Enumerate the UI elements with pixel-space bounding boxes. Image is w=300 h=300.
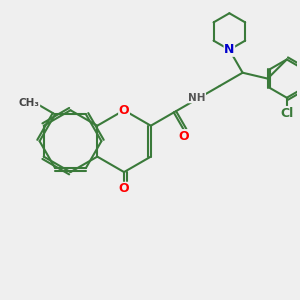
Text: Cl: Cl <box>280 106 293 119</box>
Text: N: N <box>224 43 235 56</box>
Text: O: O <box>119 104 129 117</box>
Text: CH₃: CH₃ <box>19 98 40 108</box>
Text: O: O <box>119 182 129 195</box>
Text: O: O <box>179 130 189 143</box>
Text: NH: NH <box>188 93 206 103</box>
